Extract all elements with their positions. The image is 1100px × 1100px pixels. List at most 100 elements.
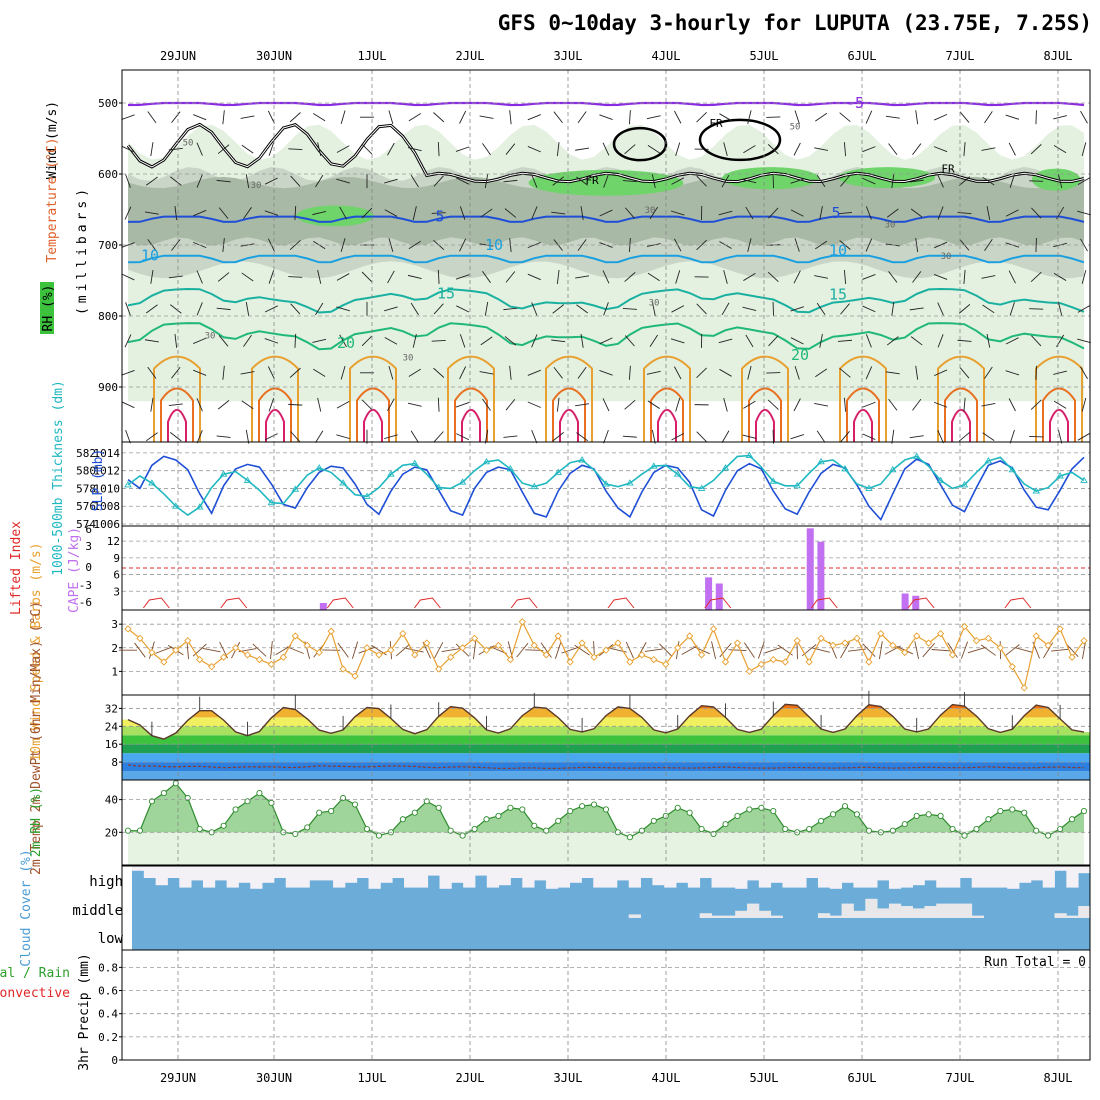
wind-barb (196, 430, 203, 444)
cloud-middle-clear (817, 913, 831, 918)
wind-barb (794, 110, 800, 124)
wind-barb (174, 333, 178, 348)
precip-grid (121, 949, 1091, 1061)
precip-legend-convective: Convective (0, 986, 70, 1001)
wind-speed-point (709, 625, 718, 633)
wind-barb (551, 211, 566, 215)
wind-barb-10m (186, 641, 189, 660)
cloud-high-clear (262, 866, 275, 883)
wind-barb (144, 211, 159, 215)
wind-speed-point (243, 651, 252, 659)
wind-barb (479, 371, 494, 375)
cloud-high-clear (238, 866, 251, 883)
thickness-marker (339, 479, 347, 486)
thickness-marker (267, 498, 276, 506)
isotherm-label: 15 (437, 284, 455, 302)
wind-barb (527, 114, 541, 121)
wind-speed-point (136, 634, 144, 642)
wind-speed-point (662, 660, 670, 668)
temp-tick-label: 16 (105, 738, 118, 751)
thickness-marker (1032, 487, 1040, 494)
cloud-middle-clear (747, 903, 760, 918)
rh-point (746, 806, 753, 813)
rh-point (853, 811, 861, 818)
wind-barb (647, 400, 660, 409)
thickness-marker (124, 481, 132, 488)
wind-speed-point (530, 641, 538, 650)
wind-barb-10m (252, 643, 267, 657)
cloud-high-clear (191, 866, 204, 881)
wind-barb (1081, 270, 1087, 284)
rh-point (937, 812, 944, 820)
wind-barb (168, 275, 183, 279)
wind-barb (290, 303, 301, 315)
freezing-level-inner (127, 123, 1085, 183)
thickness-marker (960, 481, 969, 488)
wind-speed-point (1020, 684, 1028, 692)
cloud-high-clear (971, 866, 984, 888)
thickness-series (124, 451, 1088, 522)
wind-barb (840, 431, 850, 443)
cloud-high-clear (202, 866, 216, 888)
rh-point (686, 809, 693, 816)
wind-barb (456, 433, 470, 441)
wind-barb (264, 305, 278, 313)
wind-barb (723, 270, 728, 284)
wind-barb-10m (405, 647, 424, 653)
wind-barb (121, 242, 135, 248)
slp-tick-label: 1006 (94, 518, 121, 531)
wind-barb-10m (1051, 648, 1070, 652)
wind-barb (888, 398, 898, 411)
rh-axis-label: RH (%) (41, 285, 56, 332)
dewpoint-line (127, 764, 1085, 769)
wind-barb (576, 176, 589, 186)
wind-barb (431, 212, 446, 214)
freezing-level-label: FR (585, 174, 599, 187)
cloud-panel: high middle low Cloud Cover (%) (19, 849, 1091, 967)
slp-tick-label: 1012 (94, 465, 121, 478)
cloud-high-clear (995, 866, 1008, 888)
wind-barb-10m (711, 641, 717, 660)
wind-barb (552, 176, 564, 186)
wind-barb (196, 270, 203, 284)
wind-barb (602, 270, 610, 284)
wind-barb (696, 431, 707, 443)
wind-barb (815, 112, 828, 122)
wind-barb (934, 113, 948, 121)
lifted-tick-label: 6 (85, 523, 92, 536)
wind-barb (745, 206, 754, 220)
cloud-high-clear (782, 866, 795, 888)
wind-barb-10m (202, 647, 221, 653)
warm-isotherm-loop (363, 408, 383, 442)
wind-speed-point (184, 637, 192, 645)
wind-barb (937, 334, 944, 348)
wind-barb (531, 430, 538, 444)
cloud-high-clear (687, 866, 701, 888)
cloud-high-clear (652, 866, 665, 886)
freezing-level-label: FR (709, 117, 723, 130)
rh-contour-label: 30 (205, 332, 216, 342)
wind-barb (504, 208, 517, 218)
isotherm-label: 10 (141, 247, 159, 265)
wind-barb (768, 335, 779, 347)
rh-point (256, 790, 263, 797)
wind-barb (742, 306, 757, 312)
wind-barb-10m (473, 641, 477, 660)
temp-color-band (122, 744, 1090, 754)
wind-barb-10m (840, 642, 850, 659)
wind-barb (790, 306, 804, 312)
cloud-high-clear (877, 866, 890, 881)
wind-barb (647, 144, 660, 154)
wind-speed-point (769, 655, 777, 664)
wind-barb (1081, 142, 1087, 157)
wind-barb (886, 208, 899, 218)
rh-saturated-area (722, 167, 819, 190)
wind-barb (268, 397, 275, 412)
wind-barb-10m (914, 641, 920, 660)
rh-point (507, 804, 514, 811)
wind-barb (339, 334, 347, 348)
wind-barb (719, 113, 732, 122)
cloud-middle-clear (829, 915, 843, 918)
wind-speed-point (160, 658, 168, 666)
